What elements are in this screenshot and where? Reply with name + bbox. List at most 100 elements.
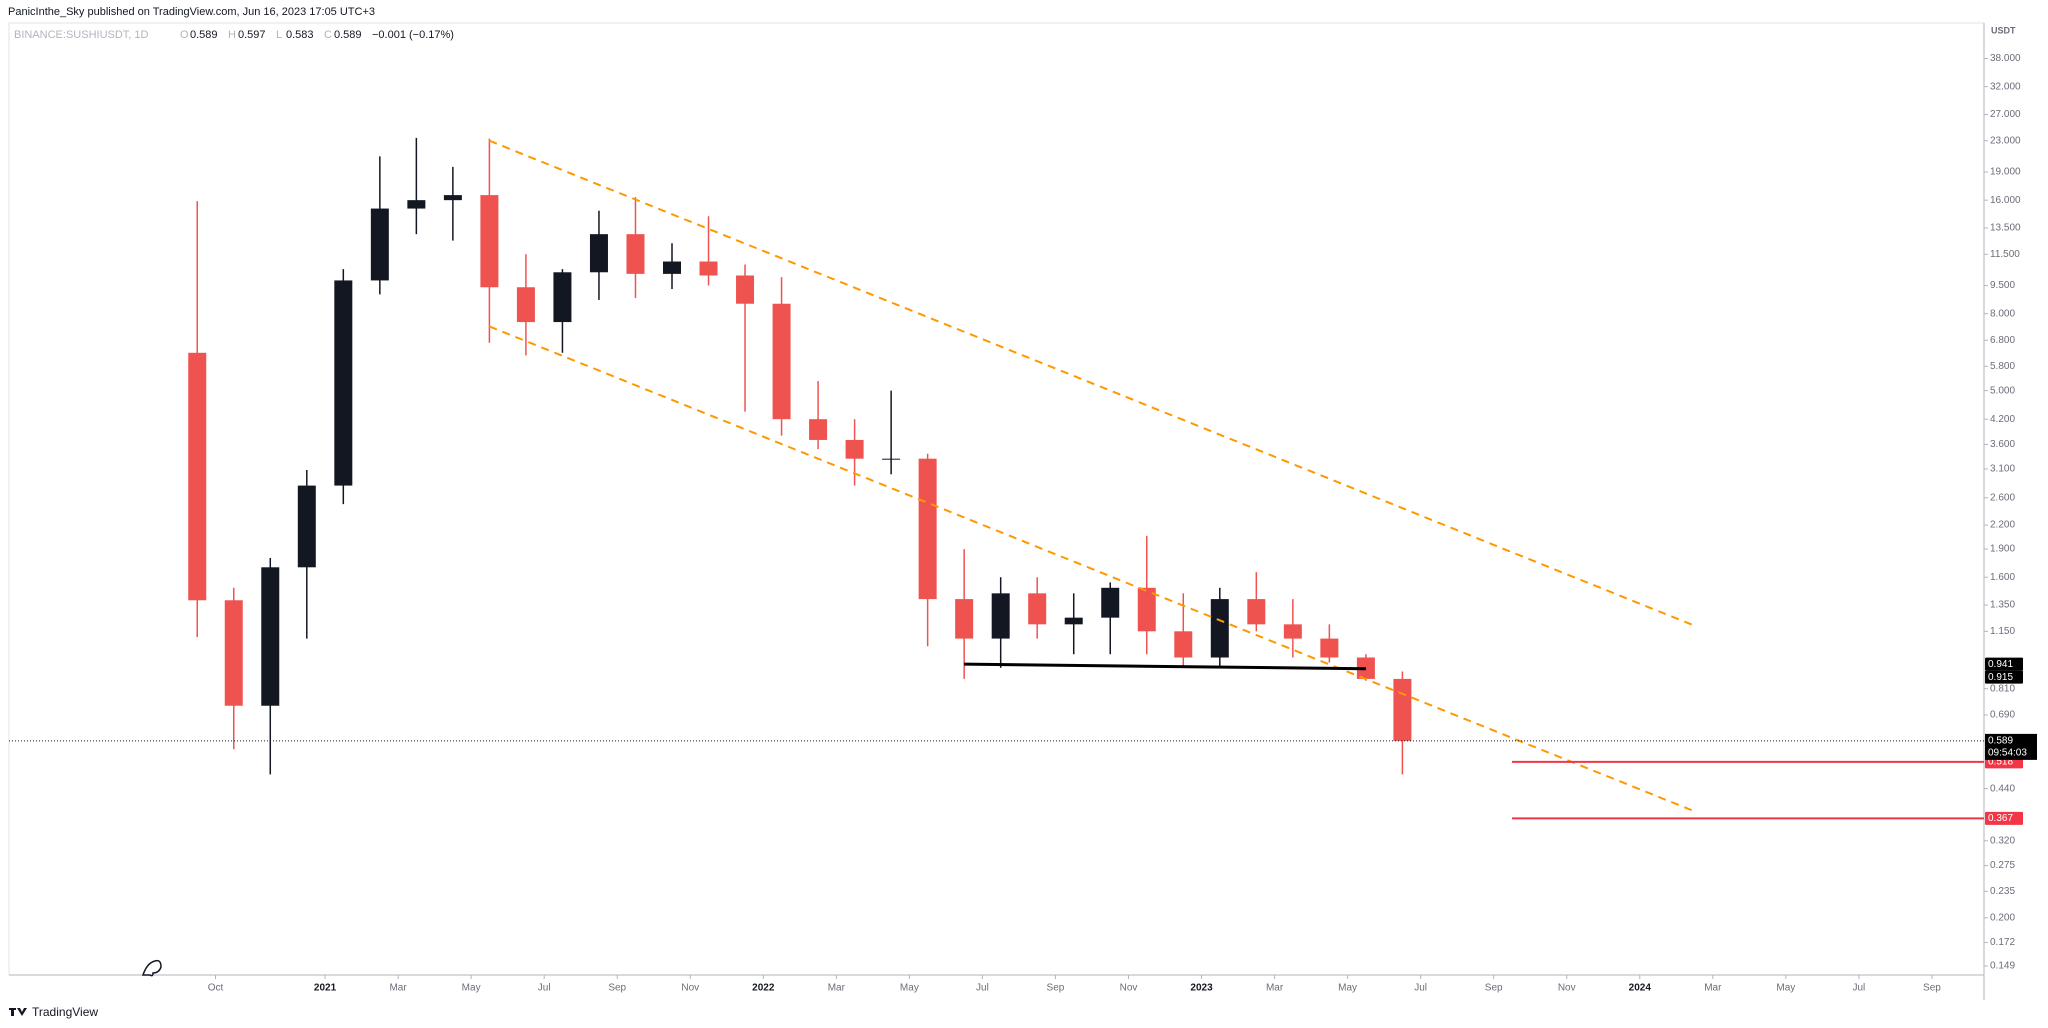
y-tick-label: 9.500 xyxy=(1990,280,2015,291)
candle-body xyxy=(772,303,791,420)
y-tick-label: 0.440 xyxy=(1990,783,2015,794)
x-tick-label: Sep xyxy=(1923,983,1941,994)
change-label: −0.001 (−0.17%) xyxy=(372,29,454,41)
candle-body xyxy=(297,485,316,568)
candle-body xyxy=(1028,593,1047,625)
x-tick-label: Jul xyxy=(1853,983,1866,994)
candles xyxy=(188,137,1412,775)
x-tick-label: Sep xyxy=(1047,983,1065,994)
trend-line xyxy=(964,662,1366,671)
countdown-label: 09:54:03 xyxy=(1988,748,2027,759)
price-tag xyxy=(1985,670,2023,684)
candle-body xyxy=(1393,678,1412,741)
y-tick-label: 0.275 xyxy=(1990,860,2015,871)
last-price-tag xyxy=(1985,733,2037,760)
y-tick-label: 0.690 xyxy=(1990,710,2015,721)
x-tick-label: May xyxy=(462,983,481,994)
candle-body xyxy=(991,593,1010,639)
y-tick-label: 5.000 xyxy=(1990,385,2015,396)
candle-body xyxy=(553,272,572,323)
ohlc-value: 0.583 xyxy=(286,29,314,41)
candle-body xyxy=(516,287,535,323)
y-tick-label: 1.150 xyxy=(1990,626,2015,637)
ohlc-letter: L xyxy=(276,29,282,41)
y-tick-label: 0.149 xyxy=(1990,961,2015,972)
y-tick-label: 5.800 xyxy=(1990,361,2015,372)
y-tick-label: 27.000 xyxy=(1990,109,2021,120)
footer-label: TradingView xyxy=(32,1005,98,1019)
x-tick-label: Nov xyxy=(1558,983,1576,994)
x-tick-label: Jul xyxy=(538,983,551,994)
y-tick-label: 8.000 xyxy=(1990,308,2015,319)
x-tick-label: Mar xyxy=(828,983,846,994)
candle-body xyxy=(663,261,681,274)
y-tick-label: 1.600 xyxy=(1990,572,2015,583)
price-tag xyxy=(1985,811,2023,825)
y-tick-label: 0.320 xyxy=(1990,835,2015,846)
y-tick-label: 4.200 xyxy=(1990,414,2015,425)
candle-body xyxy=(589,234,608,273)
y-tick-label: 23.000 xyxy=(1990,135,2021,146)
x-tick-label: 2023 xyxy=(1190,983,1213,994)
candle-body xyxy=(1210,599,1229,658)
x-tick-label: May xyxy=(900,983,919,994)
y-tick-label: 0.200 xyxy=(1990,912,2015,923)
candle-body xyxy=(407,200,426,209)
watermark-icon xyxy=(141,959,162,977)
ohlc-value: 0.597 xyxy=(238,29,266,41)
dino-icon xyxy=(141,959,162,977)
y-tick-label: 11.500 xyxy=(1990,249,2020,260)
footer-logo xyxy=(9,1008,27,1016)
x-tick-label: Nov xyxy=(1120,983,1138,994)
ohlc-letter: C xyxy=(324,29,332,41)
x-tick-label: 2021 xyxy=(314,983,337,994)
trend-line xyxy=(489,325,1695,813)
x-tick-label: Mar xyxy=(1266,983,1284,994)
x-tick-label: Sep xyxy=(608,983,626,994)
x-tick-label: May xyxy=(1338,983,1357,994)
x-tick-label: 2024 xyxy=(1629,983,1652,994)
x-tick-label: Nov xyxy=(681,983,699,994)
x-tick-label: Sep xyxy=(1485,983,1503,994)
candle-body xyxy=(1174,631,1193,658)
x-tick-label: May xyxy=(1776,983,1795,994)
y-tick-label: 32.000 xyxy=(1990,81,2021,92)
y-tick-label: 6.800 xyxy=(1990,335,2015,346)
candle-body xyxy=(809,419,828,440)
price-tag-label: 0.941 xyxy=(1988,659,2013,670)
last-price-label: 0.589 xyxy=(1988,736,2013,747)
candle-body xyxy=(845,439,864,459)
x-tick-label: Jul xyxy=(1414,983,1427,994)
publisher-line: PanicInthe_Sky published on TradingView.… xyxy=(8,6,375,18)
y-tick-label: 16.000 xyxy=(1990,195,2021,206)
candle-body xyxy=(370,208,389,281)
x-tick-label: 2022 xyxy=(752,983,775,994)
y-tick-label: 2.600 xyxy=(1990,492,2015,503)
x-tick-label: Jul xyxy=(976,983,989,994)
y-tick-label: 3.600 xyxy=(1990,439,2015,450)
y-tick-label: 0.235 xyxy=(1990,886,2015,897)
symbol-label: BINANCE:SUSHIUSDT, 1D xyxy=(14,29,149,41)
candle-body xyxy=(1064,617,1083,625)
candle-body xyxy=(699,261,718,276)
candle-body xyxy=(918,458,937,600)
trend-line xyxy=(489,139,1695,627)
price-tag-label: 0.367 xyxy=(1988,813,2013,824)
candle-body xyxy=(1137,587,1156,632)
ohlc-letter: O xyxy=(180,29,189,41)
y-tick-label: 13.500 xyxy=(1990,223,2021,234)
candle-body xyxy=(882,458,901,460)
candle-body xyxy=(334,280,353,486)
tv-logo xyxy=(9,1008,27,1016)
candle-body xyxy=(1320,638,1339,658)
y-tick-label: 1.900 xyxy=(1990,544,2015,555)
candle-body xyxy=(188,352,207,601)
ohlc-value: 0.589 xyxy=(334,29,362,41)
y-tick-label: 0.172 xyxy=(1990,937,2015,948)
ohlc-letter: H xyxy=(228,29,236,41)
y-tick-label: 19.000 xyxy=(1990,167,2021,178)
candle-body xyxy=(480,195,499,288)
currency-label: USDT xyxy=(1991,25,2016,35)
